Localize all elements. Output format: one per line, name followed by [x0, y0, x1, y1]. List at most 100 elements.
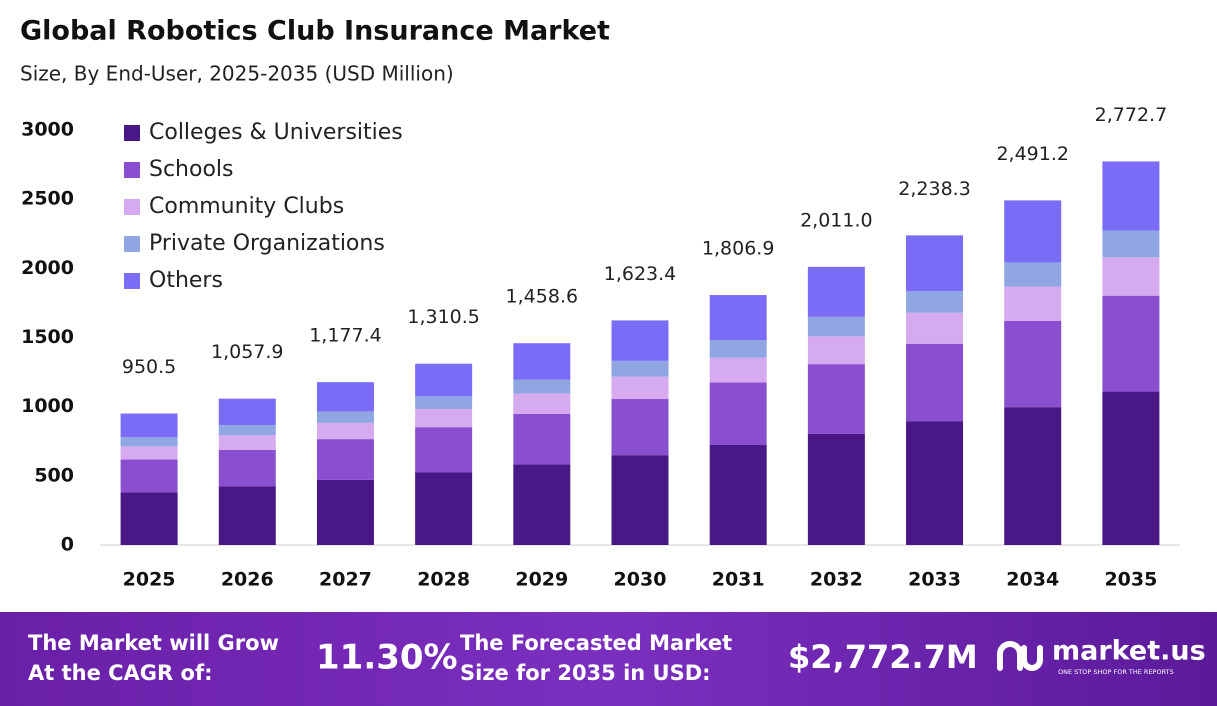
total-label: 1,310.5	[407, 306, 480, 328]
x-tick-label: 2029	[515, 569, 568, 591]
bar-segment	[1102, 391, 1160, 545]
bar-segment	[1102, 230, 1160, 258]
bar-segment	[807, 433, 865, 545]
footer-forecast-value: $2,772.7M	[788, 638, 978, 676]
bar-segment	[316, 411, 374, 423]
legend-label: Community Clubs	[149, 194, 344, 219]
bar-segment	[1102, 257, 1160, 296]
footer-forecast-text-2: Size for 2035 in USD:	[460, 661, 711, 685]
x-tick-label: 2027	[319, 569, 372, 591]
total-label: 2,772.7	[1095, 104, 1168, 126]
y-tick-label: 1500	[21, 326, 74, 348]
bar-segment	[218, 449, 276, 487]
bar-segment	[120, 492, 178, 545]
bar-segment	[513, 343, 571, 380]
total-label: 950.5	[122, 356, 176, 378]
total-label: 1,458.6	[506, 286, 579, 308]
bar-segment	[709, 382, 767, 446]
y-tick-label: 2000	[21, 257, 74, 279]
bar-segment	[807, 336, 865, 365]
bar-segment	[709, 340, 767, 358]
brand-name: market.us	[1052, 636, 1206, 667]
x-tick-label: 2032	[810, 569, 863, 591]
bar-segment	[611, 455, 669, 545]
bar-segment	[218, 424, 276, 436]
total-label: 1,057.9	[211, 341, 284, 363]
footer-cagr-text-2: At the CAGR of:	[28, 661, 213, 685]
bar-segment	[807, 316, 865, 337]
bar-segment	[120, 459, 178, 493]
bar-segment	[218, 398, 276, 425]
x-tick-label: 2034	[1006, 569, 1059, 591]
bar-segment	[316, 422, 374, 440]
chart-subtitle: Size, By End-User, 2025-2035 (USD Millio…	[20, 62, 454, 86]
legend-label: Colleges & Universities	[149, 120, 403, 145]
bar-segment	[415, 409, 473, 428]
bar-segment	[1004, 407, 1062, 545]
bar-segment	[218, 486, 276, 545]
bar-segment	[1004, 320, 1062, 408]
footer-forecast-text: The Forecasted Market	[460, 631, 732, 655]
bar-segment	[415, 427, 473, 473]
total-label: 1,806.9	[702, 238, 775, 260]
bar-segment	[415, 363, 473, 397]
footer-cagr-value: 11.30%	[316, 638, 458, 678]
bar-segment	[709, 445, 767, 545]
footer-band	[0, 612, 1217, 706]
bar-segment	[906, 235, 964, 292]
legend-label: Schools	[149, 157, 234, 182]
bar-segment	[1102, 295, 1160, 392]
bar-segment	[513, 379, 571, 394]
bar-segment	[1004, 200, 1062, 263]
total-label: 1,177.4	[309, 325, 382, 347]
legend-swatch	[124, 162, 140, 178]
total-label: 1,623.4	[604, 263, 677, 285]
y-tick-label: 2500	[21, 188, 74, 210]
bar-segment	[513, 393, 571, 414]
total-label: 2,491.2	[996, 143, 1069, 165]
bar-segment	[316, 382, 374, 412]
bar-segment	[218, 435, 276, 450]
legend-label: Private Organizations	[149, 231, 385, 256]
legend-swatch	[124, 273, 140, 289]
bar-segment	[415, 472, 473, 545]
bar-segment	[1102, 161, 1160, 231]
x-tick-label: 2033	[908, 569, 961, 591]
bar-segment	[906, 312, 964, 344]
x-tick-label: 2025	[123, 569, 176, 591]
bar-segment	[807, 364, 865, 434]
bar-segment	[120, 446, 178, 460]
y-tick-label: 3000	[21, 119, 74, 141]
bar-segment	[906, 291, 964, 313]
x-tick-label: 2035	[1104, 569, 1157, 591]
chart-title: Global Robotics Club Insurance Market	[20, 16, 610, 47]
x-tick-label: 2028	[417, 569, 470, 591]
bar-segment	[611, 320, 669, 361]
x-tick-label: 2026	[221, 569, 274, 591]
legend-swatch	[124, 125, 140, 141]
bar-segment	[415, 396, 473, 410]
bar-segment	[709, 357, 767, 383]
bar-segment	[906, 421, 964, 545]
bar-segment	[120, 413, 178, 438]
bar-segment	[316, 439, 374, 480]
y-tick-label: 0	[61, 534, 74, 556]
legend-swatch	[124, 199, 140, 215]
total-label: 2,011.0	[800, 209, 873, 231]
bar-segment	[513, 464, 571, 545]
legend-label: Others	[149, 268, 223, 293]
bar-segment	[709, 295, 767, 341]
total-label: 2,238.3	[898, 178, 971, 200]
bar-segment	[611, 399, 669, 456]
bar-segment	[316, 479, 374, 545]
bar-segment	[1004, 262, 1062, 287]
x-tick-label: 2030	[614, 569, 667, 591]
bar-segment	[906, 343, 964, 422]
bar-segment	[611, 376, 669, 400]
brand-logo	[997, 641, 1043, 671]
bar-segment	[120, 437, 178, 447]
bar-segment	[513, 413, 571, 465]
x-tick-label: 2031	[712, 569, 765, 591]
